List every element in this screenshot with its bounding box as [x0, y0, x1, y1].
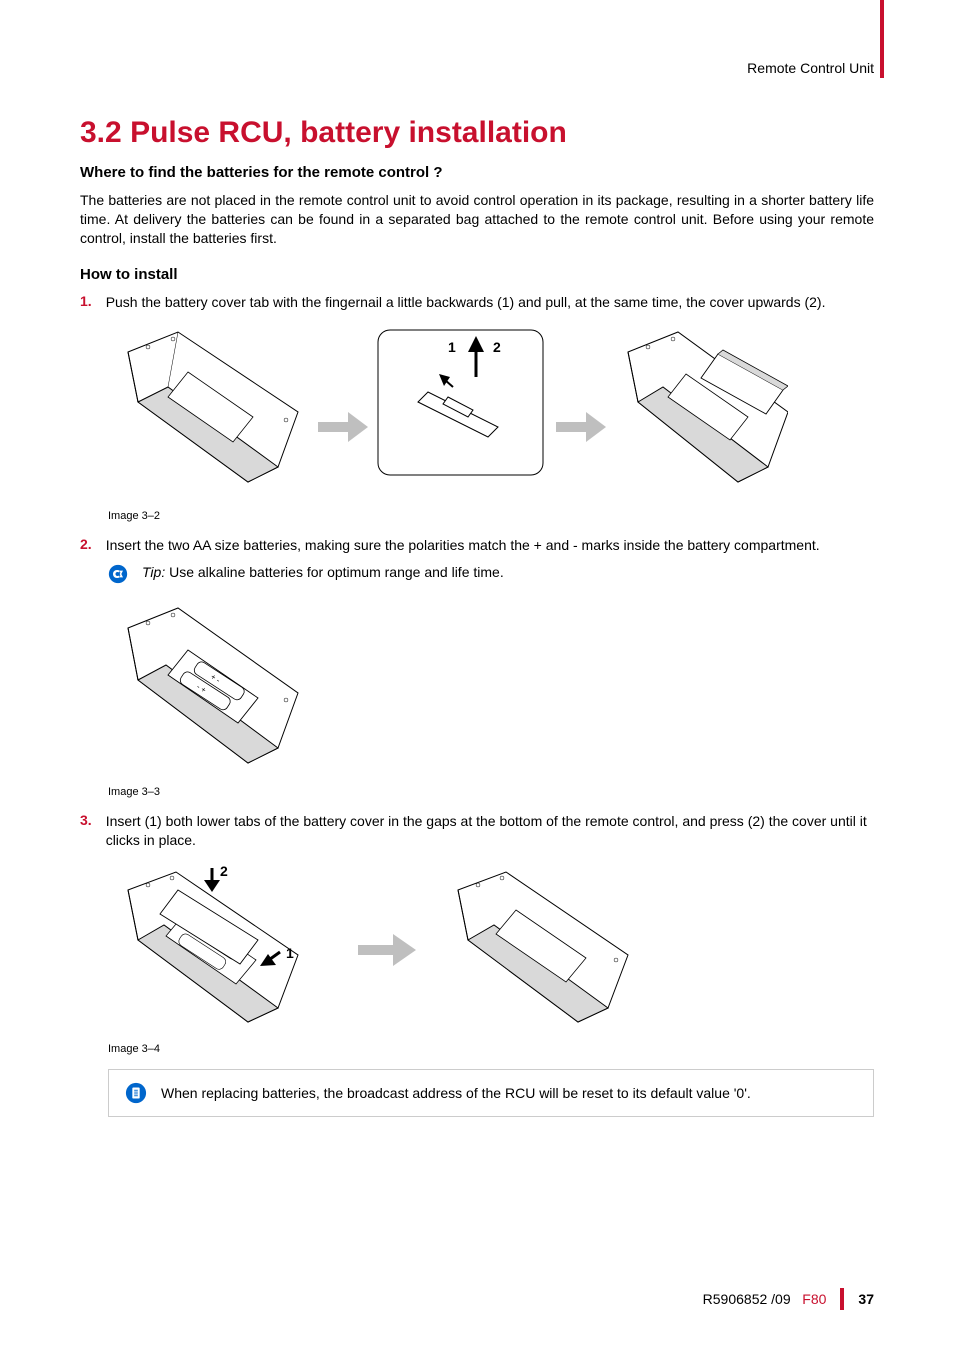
step-2: 2. Insert the two AA size batteries, mak…	[80, 536, 874, 555]
subheading-where: Where to find the batteries for the remo…	[80, 164, 874, 181]
step-2-text: Insert the two AA size batteries, making…	[106, 536, 874, 555]
footer-divider	[840, 1288, 844, 1310]
figure-3-2: 1 2	[108, 322, 874, 502]
figure-3-3: - + + -	[108, 598, 874, 778]
footer-model: F80	[802, 1291, 826, 1307]
step-1-text: Push the battery cover tab with the fing…	[106, 293, 874, 312]
figure-3-4: 2 1	[108, 860, 874, 1035]
step-3-number: 3.	[80, 812, 92, 850]
note-icon	[125, 1082, 147, 1104]
figure-3-2-label-1: 1	[448, 339, 456, 355]
step-1: 1. Push the battery cover tab with the f…	[80, 293, 874, 312]
tip-callout: Tip: Use alkaline batteries for optimum …	[108, 564, 874, 584]
figure-3-4-label-2: 2	[220, 863, 228, 879]
section-title-text: Pulse RCU, battery installation	[130, 116, 567, 149]
step-2-number: 2.	[80, 536, 92, 555]
paragraph-where: The batteries are not placed in the remo…	[80, 191, 874, 248]
subheading-how: How to install	[80, 266, 874, 283]
note-callout: When replacing batteries, the broadcast …	[108, 1069, 874, 1117]
tip-text: Use alkaline batteries for optimum range…	[169, 564, 504, 580]
footer: R5906852 /09 F80 37	[703, 1288, 874, 1310]
note-text: When replacing batteries, the broadcast …	[161, 1085, 751, 1101]
tip-label: Tip:	[142, 564, 165, 580]
running-header: Remote Control Unit	[80, 60, 874, 76]
figure-3-4-caption: Image 3–4	[108, 1043, 874, 1055]
tip-icon	[108, 564, 128, 584]
step-1-number: 1.	[80, 293, 92, 312]
figure-3-2-caption: Image 3–2	[108, 510, 874, 522]
page: Remote Control Unit 3.2 Pulse RCU, batte…	[0, 0, 954, 1350]
figure-3-4-label-1: 1	[286, 945, 294, 961]
figure-3-2-label-2: 2	[493, 339, 501, 355]
header-accent-bar	[880, 0, 884, 78]
section-title: 3.2 Pulse RCU, battery installation	[80, 116, 874, 150]
section-number: 3.2	[80, 116, 122, 149]
footer-doc-code: R5906852 /09	[703, 1291, 791, 1307]
figure-3-3-caption: Image 3–3	[108, 786, 874, 798]
step-3-text: Insert (1) both lower tabs of the batter…	[106, 812, 874, 850]
footer-page-number: 37	[858, 1291, 874, 1307]
step-3: 3. Insert (1) both lower tabs of the bat…	[80, 812, 874, 850]
